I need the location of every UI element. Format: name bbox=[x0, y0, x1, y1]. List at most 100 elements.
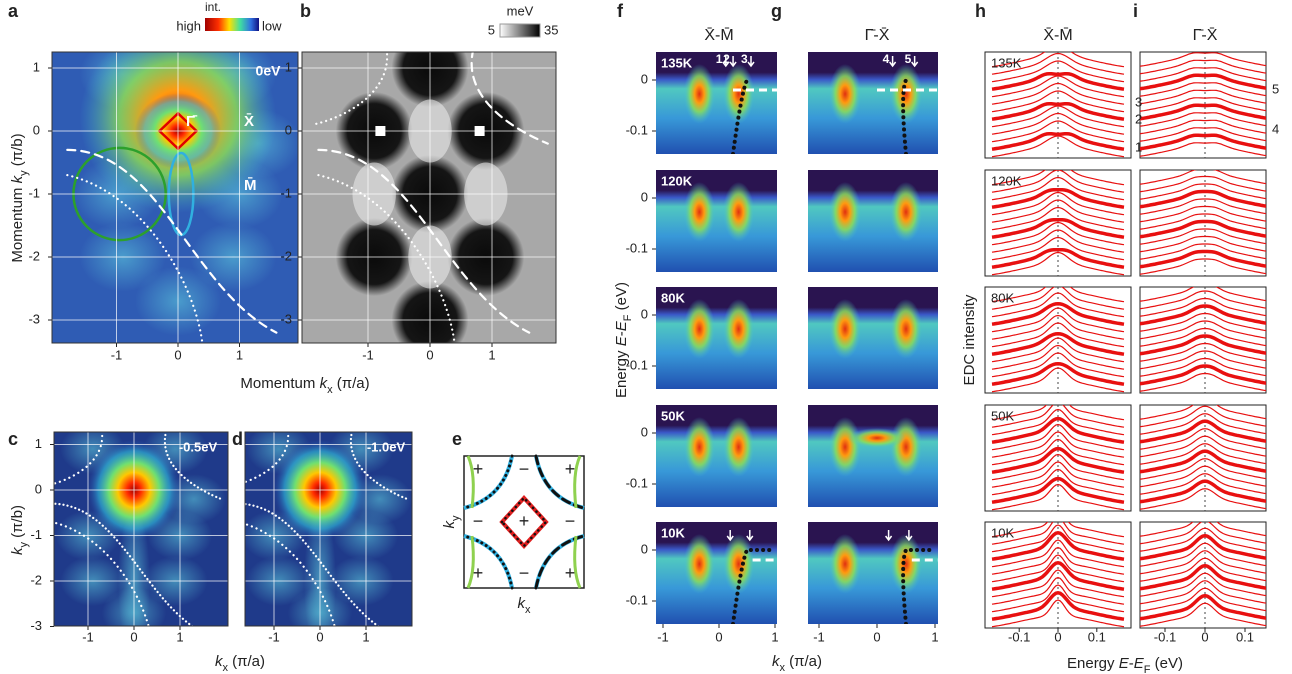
temperature-label: 10K bbox=[991, 525, 1014, 540]
x-axis-title: kx (π/a) bbox=[772, 653, 822, 674]
label-part: Energy bbox=[1067, 655, 1119, 672]
x-axis-title: kx (π/a) bbox=[215, 653, 265, 674]
y-tick-label: -2 bbox=[280, 248, 292, 263]
y-tick-label: 0 bbox=[641, 306, 648, 321]
y-axis-title: Energy E-EF (eV) bbox=[613, 282, 634, 398]
colorbar-label: low bbox=[262, 18, 282, 33]
spectral-weight bbox=[684, 182, 715, 242]
band-number: 5 bbox=[905, 52, 912, 66]
x-tick-label: -1 bbox=[362, 347, 374, 362]
x-tick-label: -1 bbox=[111, 347, 123, 362]
y-tick-label: -0.1 bbox=[626, 592, 648, 607]
point-label: X̄ bbox=[244, 112, 254, 130]
x-tick-label: 0 bbox=[174, 347, 181, 362]
x-tick-label: 0 bbox=[715, 629, 722, 644]
y-tick-label: -1 bbox=[280, 185, 292, 200]
spectral-weight bbox=[723, 182, 754, 242]
spectral-weight bbox=[723, 417, 754, 477]
energy-label: 0eV bbox=[256, 63, 282, 79]
y-tick-label: 0 bbox=[35, 481, 42, 496]
y-tick-label: -2 bbox=[28, 248, 40, 263]
temperature-label: 10K bbox=[661, 525, 685, 540]
x-tick-label: 0.1 bbox=[1088, 629, 1106, 644]
plot-area bbox=[233, 424, 412, 654]
colorbar-title: int. bbox=[205, 0, 221, 14]
x-tick-label: 1 bbox=[236, 347, 243, 362]
temperature-label: 135K bbox=[991, 55, 1022, 70]
x-tick-label: -1 bbox=[268, 629, 280, 644]
label-part: Momentum bbox=[9, 183, 26, 262]
spectral-weight bbox=[684, 64, 715, 124]
colorbar-label: 35 bbox=[544, 22, 558, 37]
label-part: (eV) bbox=[613, 282, 630, 315]
x-tick-label: 0 bbox=[316, 629, 323, 644]
y-tick-label: -0.1 bbox=[626, 475, 648, 490]
spectral-weight bbox=[829, 417, 861, 477]
y-tick-label: 0 bbox=[641, 71, 648, 86]
sign-label: + bbox=[565, 563, 576, 583]
temperature-label: 135K bbox=[661, 55, 693, 70]
spectral-weight bbox=[890, 64, 922, 124]
y-tick-label: -0.1 bbox=[626, 240, 648, 255]
plot-area bbox=[808, 170, 938, 272]
x-tick-label: 0 bbox=[1054, 629, 1061, 644]
panel-letter: b bbox=[300, 1, 311, 21]
sign-label: − bbox=[519, 563, 530, 583]
spectral-weight bbox=[829, 534, 861, 594]
x-axis-title: Energy E-EF (eV) bbox=[1067, 655, 1183, 674]
panel-letter: i bbox=[1133, 1, 1138, 21]
x-tick-label: -0.1 bbox=[1154, 629, 1176, 644]
sign-label: + bbox=[473, 459, 484, 479]
y-tick-label: -1 bbox=[28, 185, 40, 200]
x-tick-label: -1 bbox=[813, 629, 825, 644]
x-tick-label: -1 bbox=[82, 629, 94, 644]
band-number: 2 bbox=[723, 52, 730, 66]
x-tick-label: 0 bbox=[130, 629, 137, 644]
label-part: Momentum bbox=[240, 375, 319, 392]
y-tick-label: 1 bbox=[35, 436, 42, 451]
spectral-weight bbox=[890, 299, 922, 359]
x-tick-label: 0 bbox=[1201, 629, 1208, 644]
panel-letter: d bbox=[232, 429, 243, 449]
x-tick-label: 1 bbox=[176, 629, 183, 644]
colorbar bbox=[205, 18, 259, 31]
y-tick-label: 0 bbox=[285, 122, 292, 137]
sign-label: − bbox=[473, 511, 484, 531]
x-tick-label: -0.1 bbox=[1008, 629, 1030, 644]
spectral-weight bbox=[723, 64, 754, 124]
plot-area bbox=[808, 52, 938, 154]
spectral-weight bbox=[829, 64, 861, 124]
y-axis-title: Momentum ky (π/b) bbox=[9, 133, 30, 262]
figure: -10110-1-2-3-10110-1-2-3-10110-1-2-3-101… bbox=[0, 0, 1292, 674]
y-tick-label: -1 bbox=[30, 527, 42, 542]
cut-label: Γ̄-X̄ bbox=[865, 27, 890, 44]
x-tick-label: 0.1 bbox=[1236, 629, 1254, 644]
band-number: 1 bbox=[716, 52, 723, 66]
y-tick-label: 0 bbox=[641, 189, 648, 204]
colorbar bbox=[500, 24, 540, 37]
plot-area bbox=[808, 522, 938, 624]
band-number: 5 bbox=[1272, 81, 1279, 96]
y-tick-label: 0 bbox=[33, 122, 40, 137]
y-tick-label: 0 bbox=[641, 424, 648, 439]
band-number: 2 bbox=[1135, 111, 1142, 126]
spectral-weight bbox=[684, 299, 715, 359]
panel-letter: a bbox=[8, 1, 19, 21]
label-part: (π/b) bbox=[9, 505, 26, 542]
spectral-weight bbox=[723, 299, 754, 359]
y-tick-label: -3 bbox=[280, 311, 292, 326]
band-number: 4 bbox=[883, 52, 890, 66]
spectral-weight bbox=[684, 534, 715, 594]
energy-label: -0.5eV bbox=[179, 439, 218, 454]
panel-letter: e bbox=[452, 429, 462, 449]
y-axis-title: EDC intensity bbox=[961, 294, 978, 385]
band-number: 1 bbox=[1135, 139, 1142, 154]
colorbar-label: 5 bbox=[488, 22, 495, 37]
temperature-label: 120K bbox=[991, 173, 1022, 188]
label-part: x bbox=[525, 604, 531, 616]
y-tick-label: -0.1 bbox=[626, 122, 648, 137]
sign-label: + bbox=[565, 459, 576, 479]
gap-region bbox=[447, 344, 524, 422]
label-part: (π/a) bbox=[333, 375, 370, 392]
x-tick-label: 1 bbox=[362, 629, 369, 644]
